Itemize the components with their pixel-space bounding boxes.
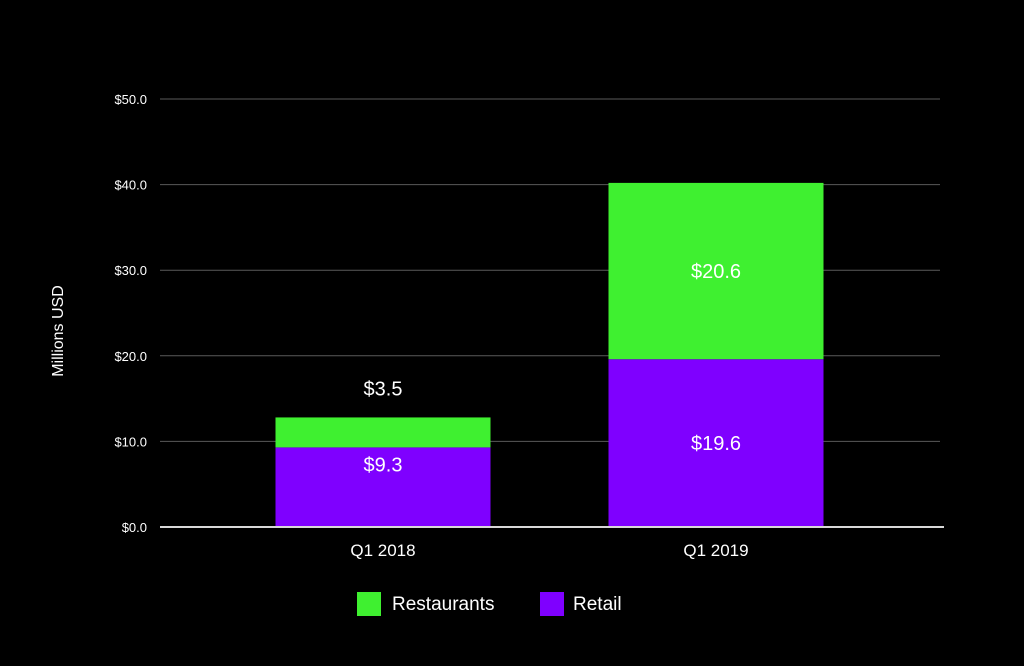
legend-item-retail: Retail xyxy=(540,592,622,616)
y-tick-label: $50.0 xyxy=(114,92,147,107)
legend-label: Restaurants xyxy=(392,594,494,615)
x-axis-ticks: Q1 2018 Q1 2019 xyxy=(350,541,748,560)
bars xyxy=(275,182,824,527)
y-axis-ticks: $0.0 $10.0 $20.0 $30.0 $40.0 $50.0 xyxy=(114,92,147,535)
data-label-retail: $9.3 xyxy=(364,454,403,476)
bar-segment-restaurants-q1-2018 xyxy=(275,417,491,448)
legend-label: Retail xyxy=(573,594,622,615)
legend-swatch xyxy=(357,592,381,616)
data-labels: $9.3 $3.5 $19.6 $20.6 xyxy=(364,261,742,476)
bar-segment-restaurants-q1-2019 xyxy=(608,182,824,360)
data-label-restaurants: $20.6 xyxy=(691,261,741,283)
bar-segment-retail-q1-2019 xyxy=(608,359,824,527)
x-tick-label: Q1 2019 xyxy=(683,541,748,560)
y-tick-label: $0.0 xyxy=(122,520,147,535)
y-tick-label: $40.0 xyxy=(114,178,147,193)
legend-swatch xyxy=(540,592,564,616)
y-tick-label: $10.0 xyxy=(114,434,147,449)
bar-segment-retail-q1-2018 xyxy=(275,447,491,527)
y-tick-label: $20.0 xyxy=(114,349,147,364)
y-tick-label: $30.0 xyxy=(114,263,147,278)
data-label-retail: $19.6 xyxy=(691,433,741,455)
legend: Restaurants Retail xyxy=(357,592,622,616)
x-tick-label: Q1 2018 xyxy=(350,541,415,560)
y-axis-title: Millions USD xyxy=(50,285,67,377)
data-label-restaurants: $3.5 xyxy=(364,378,403,400)
legend-item-restaurants: Restaurants xyxy=(357,592,494,616)
